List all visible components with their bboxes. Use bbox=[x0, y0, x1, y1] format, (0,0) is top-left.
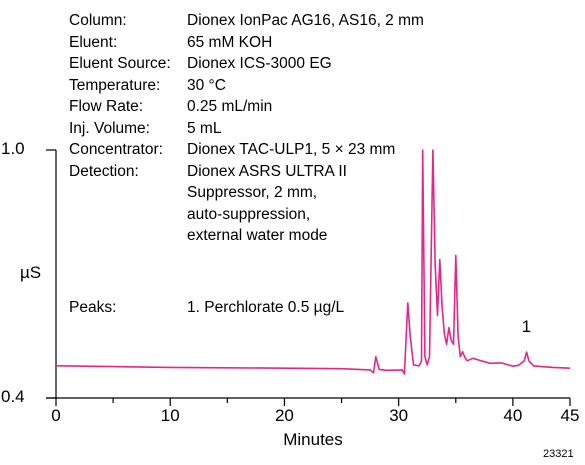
figure-id: 23321 bbox=[543, 448, 574, 460]
condition-value: 5 mL bbox=[187, 119, 222, 137]
condition-value: 65 mM KOH bbox=[187, 33, 273, 51]
x-axis-label: Minutes bbox=[283, 430, 343, 449]
condition-label: Eluent: bbox=[69, 33, 118, 51]
condition-label: Column: bbox=[69, 12, 127, 29]
peak-label: 1 bbox=[521, 317, 532, 337]
condition-label: Detection: bbox=[69, 162, 139, 180]
condition-label: Concentrator: bbox=[69, 141, 163, 158]
y-tick-label: 1.0 bbox=[1, 139, 25, 158]
condition-value: Dionex TAC-ULP1, 5 × 23 mm bbox=[187, 141, 396, 158]
x-tick-label: 40 bbox=[503, 406, 523, 425]
peaks-value: 1. Perchlorate 0.5 µg/L bbox=[187, 299, 345, 316]
condition-value: Dionex ICS-3000 EG bbox=[187, 55, 332, 72]
condition-value: auto-suppression, bbox=[187, 205, 311, 223]
x-tick-label: 0 bbox=[51, 406, 61, 425]
x-tick-label: 30 bbox=[389, 406, 409, 425]
condition-value: 0.25 mL/min bbox=[187, 98, 273, 115]
condition-label: Flow Rate: bbox=[69, 98, 144, 115]
condition-value: Dionex IonPac AG16, AS16, 2 mm bbox=[187, 12, 424, 29]
y-tick-label: 0.4 bbox=[1, 387, 25, 406]
condition-value: 30 °C bbox=[187, 76, 226, 94]
condition-label: Temperature: bbox=[69, 76, 161, 94]
x-tick-label: 20 bbox=[274, 406, 294, 425]
condition-value: external water mode bbox=[187, 227, 328, 244]
condition-value: Suppressor, 2 mm, bbox=[187, 184, 318, 201]
condition-value: Dionex ASRS ULTRA II bbox=[187, 162, 347, 180]
chromatogram-trace bbox=[55, 149, 571, 375]
peaks-label: Peaks: bbox=[69, 299, 117, 316]
x-tick-label: 45 bbox=[560, 406, 580, 425]
condition-label: Inj. Volume: bbox=[69, 119, 150, 137]
x-tick-label: 10 bbox=[160, 406, 180, 425]
condition-label: Eluent Source: bbox=[69, 55, 171, 72]
y-axis-label: µS bbox=[20, 263, 42, 282]
